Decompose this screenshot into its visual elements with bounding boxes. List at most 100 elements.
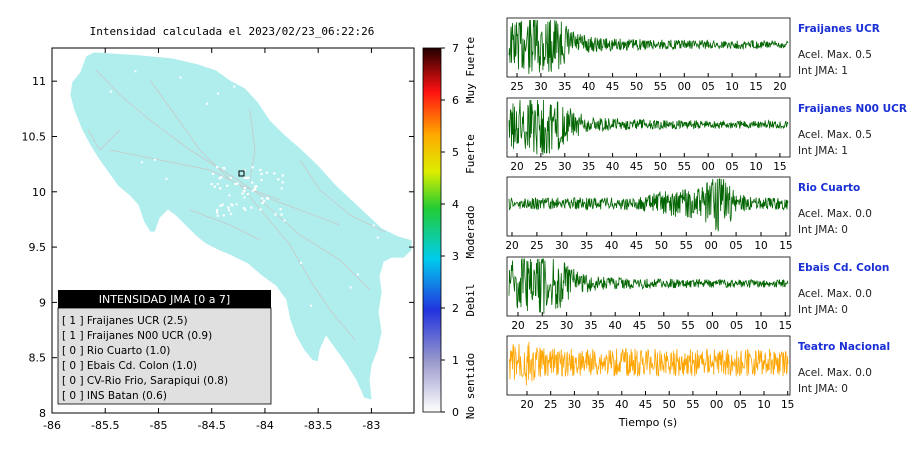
time-tick-label: 05 [702,81,715,93]
map-x-tick-label: -84.5 [197,419,225,432]
station-point [300,261,303,264]
station-point [234,182,237,186]
station-point [230,212,233,216]
legend-header: INTENSIDAD JMA [0 a 7] [99,293,230,306]
station-point [259,168,262,172]
station-point [216,166,219,169]
station-point [247,176,250,179]
time-tick-label: 40 [615,399,628,411]
time-tick-label: 45 [630,161,643,173]
time-tick-label: 40 [605,240,618,252]
time-tick-label: 00 [702,161,715,173]
station-point [277,178,280,181]
station-point [263,199,266,203]
colorbar-tick-label: 6 [452,94,459,107]
map-x-tick-label: -86 [43,419,61,432]
station-point [229,176,233,180]
station-point [165,177,168,180]
station-int: Int JMA: 1 [798,65,848,77]
station-point [255,185,258,188]
time-tick-label: 15 [749,81,762,93]
station-point [243,176,246,179]
time-tick-label: 20 [510,161,523,173]
waveform-trace [508,341,789,386]
colorbar-tick-label: 2 [452,302,459,315]
station-point [235,203,238,206]
colorbar-label-debil: Debil [464,283,477,316]
station-point [140,267,143,270]
time-tick-label: 45 [606,81,619,93]
station-point [219,204,222,207]
map-y-tick-label: 11 [32,75,46,88]
epicenter-marker [238,170,245,177]
map-y-tick-label: 8 [39,407,46,420]
map-x-tick-label: -85.5 [91,419,119,432]
station-point [233,85,236,88]
station-point [253,187,257,190]
station-point [283,219,286,222]
map-axes: -86 -85.5 -85 -84.5 -84 -83.5 -83 11 10.5 10 9.5 9 8… [22,48,414,432]
station-point [251,166,254,169]
colorbar-tick-label: 5 [452,146,459,159]
station-point [322,110,325,113]
waveform-trace [508,99,789,156]
station-point [206,102,209,105]
time-tick-label: 35 [582,161,595,173]
station-int: Int JMA: 0 [798,224,848,236]
legend-item: [ 1 ] Fraijanes N00 UCR (0.9) [62,330,212,342]
station-point [265,171,268,174]
station-accel: Acel. Max. 0.0 [798,208,872,220]
legend-item: [ 0 ] INS Batan (0.6) [62,390,167,402]
station-point [140,161,143,164]
station-accel: Acel. Max. 0.5 [798,49,872,61]
map-x-tick-label: -85 [149,419,167,432]
station-point [227,209,231,212]
station-point [109,90,112,93]
station-accel: Acel. Max. 0.5 [798,129,872,141]
time-tick-label: 35 [558,81,571,93]
time-tick-label: 30 [560,320,573,332]
time-tick-label: 25 [534,161,547,173]
station-point [145,228,148,231]
time-tick-label: 00 [678,81,691,93]
map-frame: INTENSIDAD JMA [0 a 7] [ 1 ] Fraijanes U… [51,47,415,414]
station-int: Int JMA: 0 [798,383,848,395]
time-tick-label: 55 [678,161,691,173]
time-tick-label: 50 [663,399,676,411]
station-point [260,172,263,176]
station-point [279,208,282,211]
station-accel: Acel. Max. 0.0 [798,288,872,300]
waveform-panel: 20 25 30 35 40 45 50 55 00 05 10 15 Rio Cuarto Acel. … [505,176,872,252]
station-point [243,196,246,199]
station-point [350,194,353,197]
station-point [226,184,229,187]
time-tick-label: 30 [558,161,571,173]
colorbar-axis: 0 1 2 3 4 5 6 7 [441,42,459,419]
time-tick-label: 10 [725,81,738,93]
legend-item: [ 0 ] Ebais Cd. Colon (1.0) [62,360,197,372]
station-point [227,206,230,209]
time-tick-label: 30 [534,81,547,93]
station-name: Ebais Cd. Colon [798,262,889,274]
station-points [93,70,379,347]
station-point [261,201,264,205]
station-int: Int JMA: 0 [798,304,848,316]
time-tick-label: 45 [639,399,652,411]
time-tick-label: 10 [754,320,767,332]
map-y-tick-label: 8.5 [29,352,47,365]
time-tick-label: 40 [606,161,619,173]
station-point [228,194,231,197]
station-point [246,193,249,196]
station-point [236,182,239,185]
station-point [215,211,219,214]
time-tick-label: 10 [754,240,767,252]
map-y-tick-label: 9 [39,296,46,309]
time-tick-label: 50 [655,240,668,252]
station-point [168,216,171,219]
station-point [372,224,375,227]
station-point [349,286,352,289]
time-tick-label: 50 [657,320,670,332]
station-point [234,280,237,283]
station-point [100,180,103,183]
station-point [215,208,219,212]
